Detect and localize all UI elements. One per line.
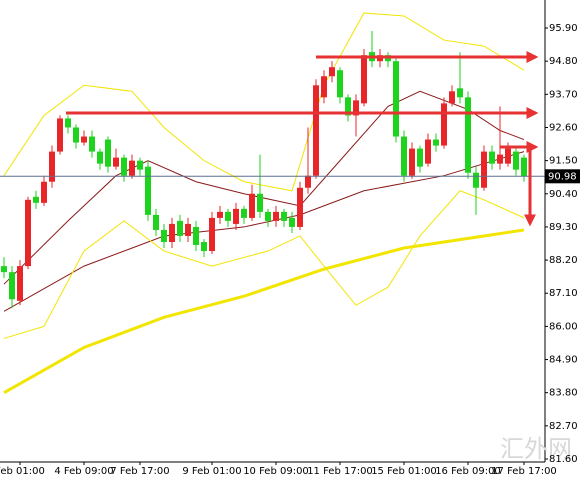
x-tick-label: 4 Feb 09:00 bbox=[54, 466, 113, 477]
y-tick-label: 87.10 bbox=[549, 288, 578, 299]
plot-area bbox=[0, 0, 545, 462]
candle-body bbox=[129, 160, 135, 176]
candle-body bbox=[169, 223, 175, 242]
x-tick-label: 7 Feb 17:00 bbox=[110, 466, 169, 477]
y-tick-label: 84.90 bbox=[549, 355, 578, 366]
x-tick-label: 17 Feb 17:00 bbox=[491, 466, 557, 477]
candle-body bbox=[449, 91, 455, 104]
candle-body bbox=[489, 151, 495, 164]
annotations bbox=[66, 51, 539, 227]
last-price-box bbox=[545, 169, 580, 184]
candle-body bbox=[345, 97, 351, 116]
candle-body bbox=[225, 211, 231, 221]
candle-body bbox=[401, 136, 407, 176]
candle-body bbox=[265, 211, 271, 221]
candle-body bbox=[57, 118, 63, 152]
candle-body bbox=[153, 214, 159, 230]
candle-body bbox=[313, 85, 319, 176]
candle-body bbox=[209, 217, 215, 252]
candle-body bbox=[121, 157, 127, 176]
x-tick-label: 11 Feb 17:00 bbox=[307, 466, 373, 477]
candle-body bbox=[329, 67, 335, 77]
candle-body bbox=[513, 151, 519, 170]
candle-body bbox=[505, 148, 511, 164]
candle-body bbox=[49, 151, 55, 182]
candle-body bbox=[217, 211, 223, 218]
candle-body bbox=[41, 181, 47, 203]
y-tick-label: 93.70 bbox=[549, 89, 578, 100]
candle-body bbox=[33, 196, 39, 203]
marks bbox=[0, 12, 545, 394]
candle-body bbox=[353, 100, 359, 116]
candle-body bbox=[409, 148, 415, 176]
y-tick-label: 94.80 bbox=[549, 56, 578, 67]
y-tick-label: 83.80 bbox=[549, 388, 578, 399]
candle-body bbox=[17, 266, 23, 301]
x-tick-label: 10 Feb 09:00 bbox=[243, 466, 309, 477]
y-tick-label: 91.50 bbox=[549, 156, 578, 167]
candle-body bbox=[441, 103, 447, 146]
candle-body bbox=[89, 136, 95, 152]
y-tick-label: 88.20 bbox=[549, 255, 578, 266]
candle-body bbox=[321, 76, 327, 98]
overlay-line bbox=[3, 228, 525, 394]
candle-body bbox=[337, 70, 343, 98]
y-tick-label: 95.90 bbox=[549, 23, 578, 34]
candle-body bbox=[177, 220, 183, 236]
candle-body bbox=[457, 88, 463, 98]
overlay-line bbox=[3, 151, 525, 312]
y-tick-label: 92.60 bbox=[549, 122, 578, 133]
candle-body bbox=[161, 229, 167, 242]
candle-body bbox=[273, 211, 279, 221]
candle-body bbox=[201, 242, 207, 252]
candle-body bbox=[521, 157, 527, 177]
candle-body bbox=[73, 127, 79, 143]
y-tick-label: 81.60 bbox=[549, 454, 578, 465]
x-tick-label: 9 Feb 01:00 bbox=[182, 466, 241, 477]
candle-body bbox=[281, 211, 287, 221]
candle-body bbox=[289, 217, 295, 227]
y-tick-label: 89.30 bbox=[549, 222, 578, 233]
y-tick-label: 86.00 bbox=[549, 321, 578, 332]
y-tick-label: 90.40 bbox=[549, 189, 578, 200]
candle-body bbox=[257, 193, 263, 212]
candle-body bbox=[97, 151, 103, 164]
overlay-line bbox=[3, 190, 525, 339]
candle-body bbox=[65, 118, 71, 128]
candle-body bbox=[425, 139, 431, 164]
candle-body bbox=[241, 208, 247, 218]
candle-body bbox=[433, 139, 439, 146]
candle-body bbox=[297, 187, 303, 227]
candle-body bbox=[497, 154, 503, 164]
candle-body bbox=[481, 151, 487, 188]
candle-body bbox=[105, 139, 111, 167]
candle-body bbox=[25, 199, 31, 267]
candle-body bbox=[249, 193, 255, 218]
candle-body bbox=[81, 136, 87, 143]
x-tick-label: 16 Feb 09:00 bbox=[435, 466, 501, 477]
y-tick-label: 82.70 bbox=[549, 421, 578, 432]
candle-body bbox=[185, 223, 191, 236]
candle-body bbox=[145, 166, 151, 215]
candle-body bbox=[193, 226, 199, 246]
candle-body bbox=[233, 208, 239, 224]
candle-body bbox=[465, 97, 471, 173]
last-price-label: 90.98 bbox=[548, 171, 577, 182]
watermark: 汇外网 bbox=[500, 435, 572, 463]
candle-body bbox=[9, 272, 15, 300]
x-tick-label: Feb 01:00 bbox=[0, 466, 45, 477]
overlay-line bbox=[3, 12, 525, 192]
candle-body bbox=[1, 266, 7, 273]
candle-body bbox=[393, 61, 399, 137]
candle-body bbox=[473, 172, 479, 188]
candle-body bbox=[137, 160, 143, 170]
candle-body bbox=[417, 148, 423, 167]
candle-body bbox=[361, 55, 367, 104]
x-tick-label: 15 Feb 01:00 bbox=[371, 466, 437, 477]
candle-body bbox=[305, 175, 311, 188]
candle-body bbox=[113, 157, 119, 167]
